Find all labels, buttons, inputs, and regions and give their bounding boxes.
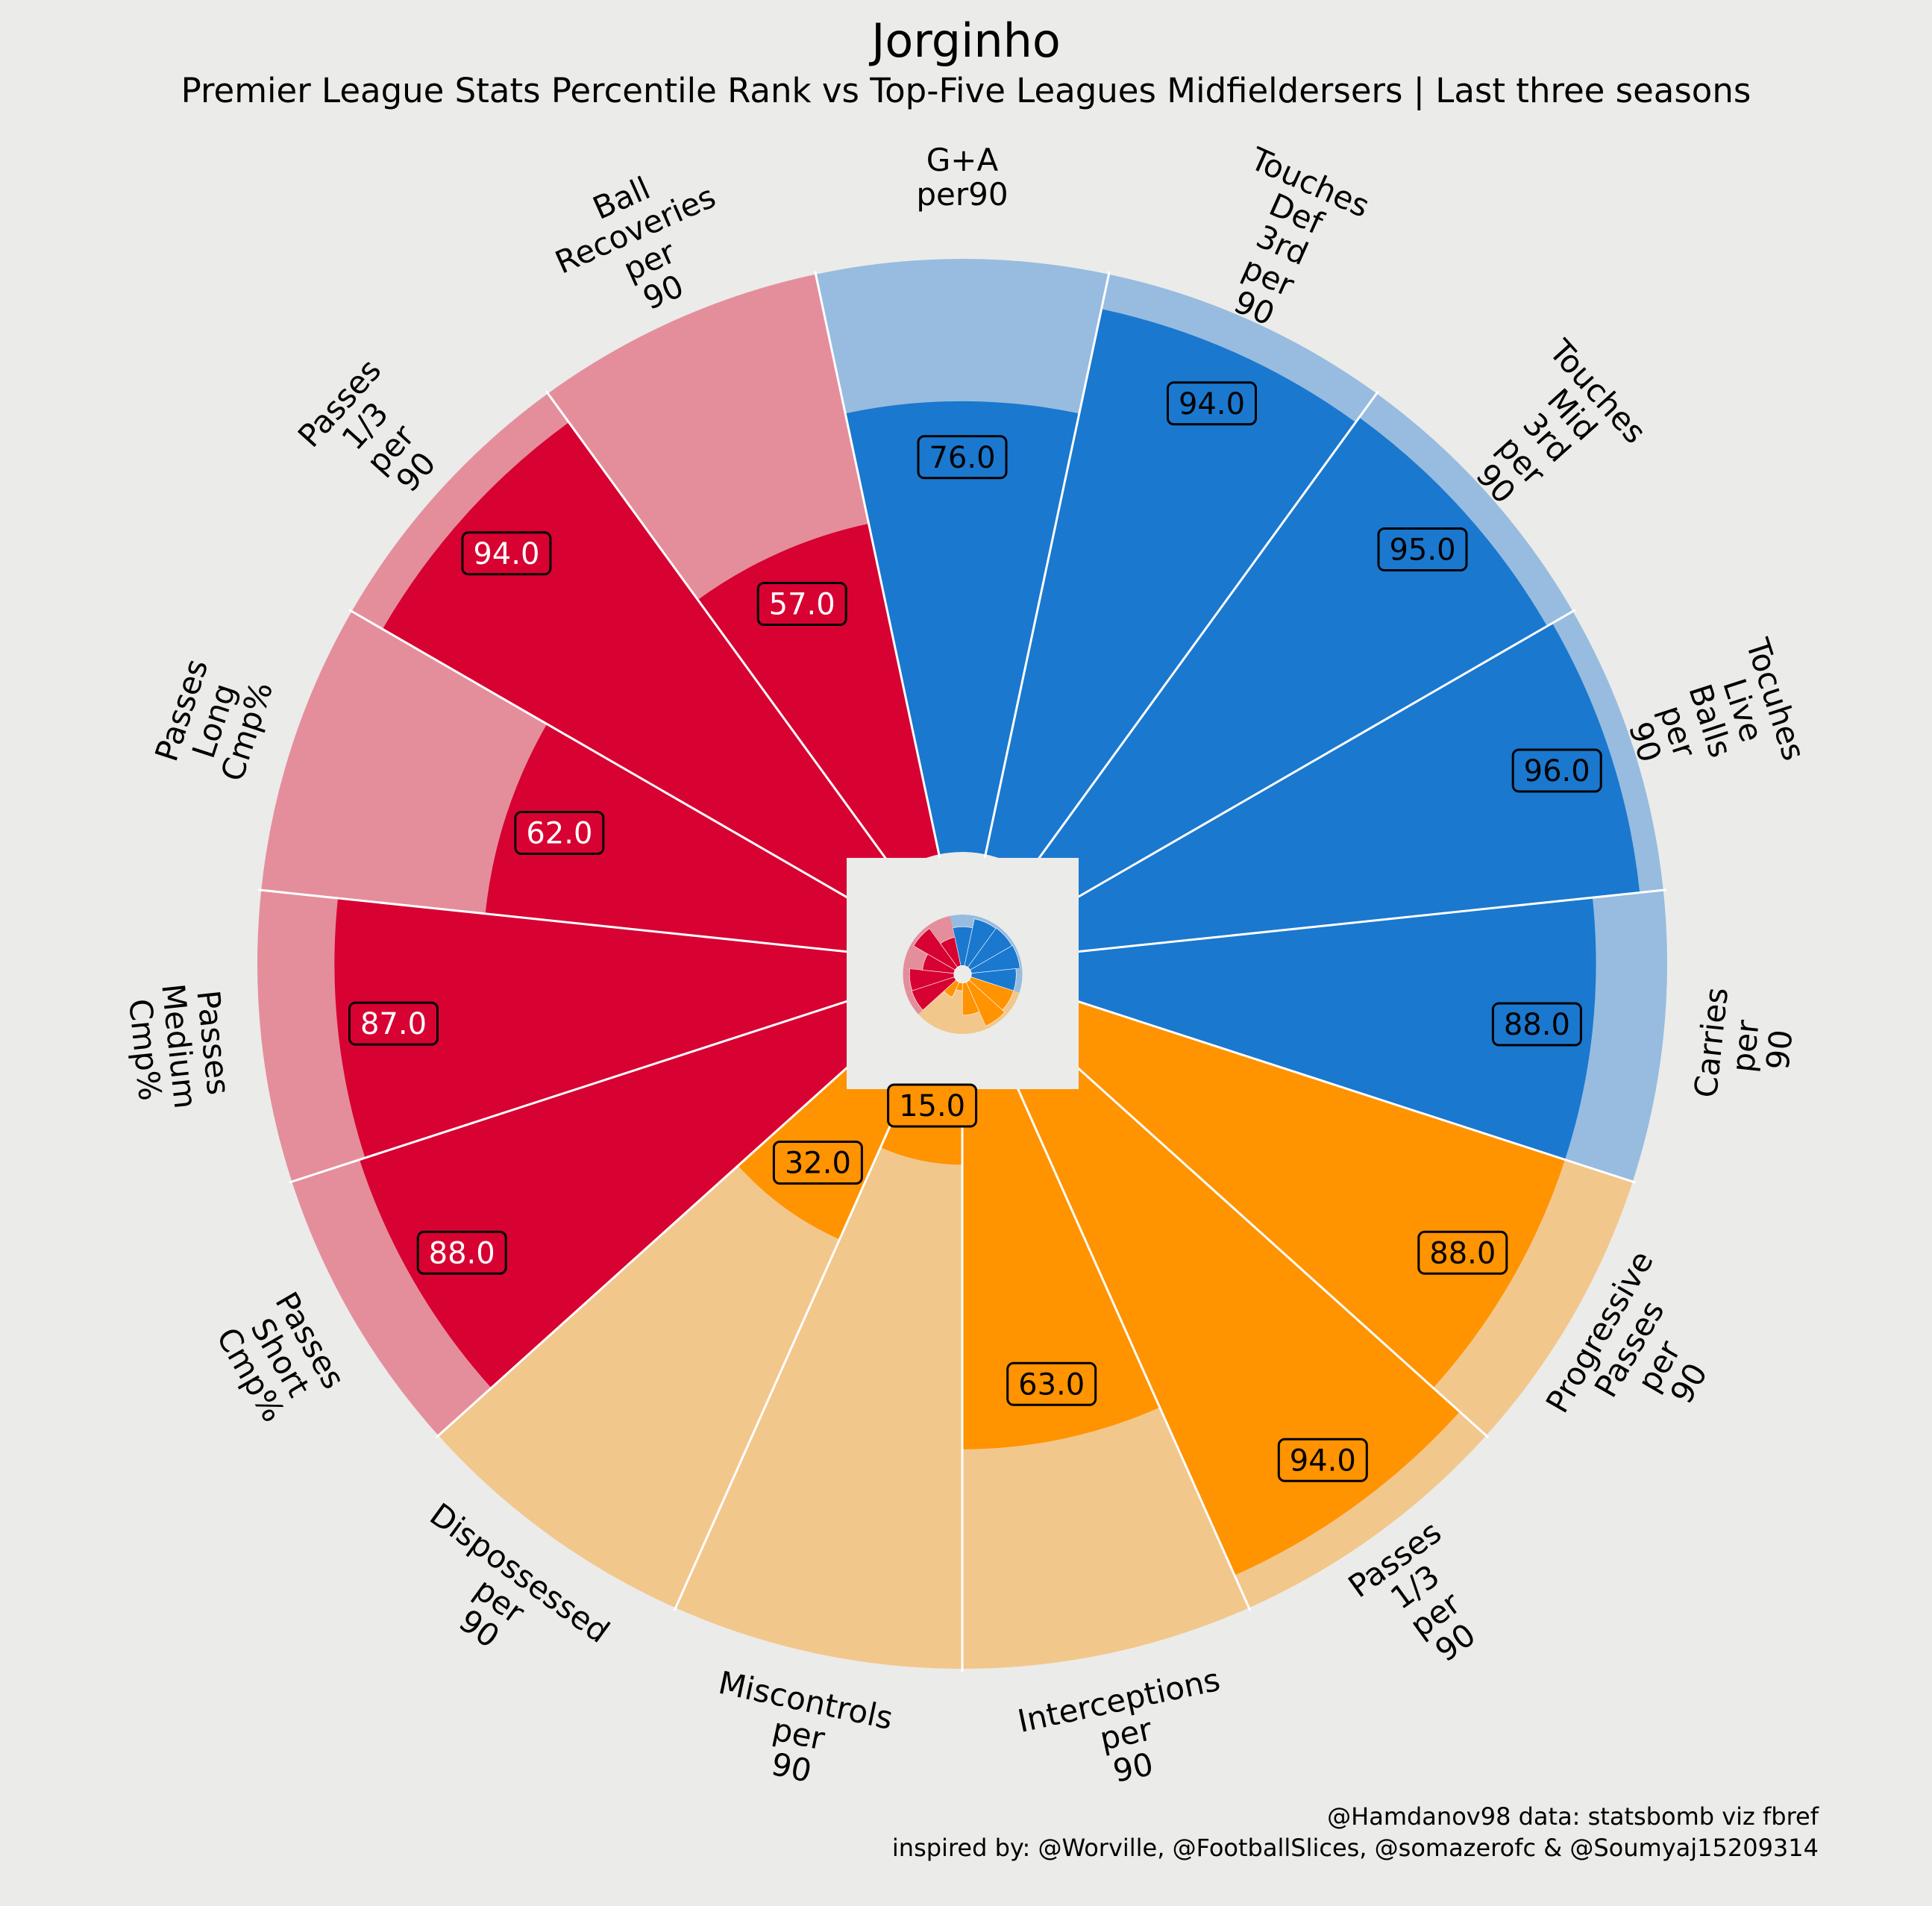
parameter-label: PassesShortCmp% xyxy=(209,1286,352,1429)
center-thumbnail xyxy=(847,858,1079,1089)
value-badge: 94.0 xyxy=(461,531,552,576)
wedge-separators xyxy=(258,271,1666,1672)
value-badge-box xyxy=(1167,381,1257,426)
parameter-label-line: per xyxy=(1725,1018,1766,1073)
parameter-label: G+A per90 xyxy=(916,142,1008,213)
value-badge: 62.0 xyxy=(514,811,605,855)
value-badge-text: 57.0 xyxy=(769,588,835,622)
thumbnail-value-wedge xyxy=(940,936,962,968)
parameter-label-line: 90 xyxy=(1110,1746,1156,1790)
wedge-separator xyxy=(1054,992,1637,1184)
value-badge-text: 94.0 xyxy=(1290,1443,1356,1478)
value-badge-box xyxy=(1511,748,1602,793)
value-badge: 15.0 xyxy=(887,1083,978,1128)
value-wedge xyxy=(334,898,856,1159)
parameter-label: Interceptionsper90 xyxy=(1014,1661,1238,1807)
value-badge-text: 63.0 xyxy=(1018,1367,1085,1402)
value-badge: 94.0 xyxy=(1277,1438,1368,1482)
parameter-label-line: G+A xyxy=(926,142,999,178)
value-wedge xyxy=(1068,897,1596,1160)
value-badge-box xyxy=(348,1001,439,1046)
thumbnail-frame xyxy=(847,858,1079,1089)
value-badge-box xyxy=(772,1141,863,1185)
parameter-label: Miscontrolsper90 xyxy=(701,1664,896,1804)
wedge-separator xyxy=(1058,888,1666,955)
credit-line-1: @Hamdanov98 data: statsbomb viz fbref xyxy=(1327,1802,1819,1831)
value-badge: 88.0 xyxy=(1491,1002,1582,1047)
value-badge-text: 32.0 xyxy=(785,1147,851,1181)
value-badge: 76.0 xyxy=(917,435,1008,480)
value-badge-text: 88.0 xyxy=(1429,1236,1496,1270)
value-wedge xyxy=(962,1066,1160,1449)
value-badge-text: 15.0 xyxy=(899,1089,965,1123)
wedge-separator xyxy=(1000,1052,1252,1611)
wedge-separator xyxy=(435,1027,891,1439)
value-badge: 96.0 xyxy=(1511,748,1602,793)
wedge-separator xyxy=(673,1052,924,1611)
wedge-separator xyxy=(1018,390,1380,886)
value-badge-box xyxy=(1491,1002,1582,1047)
parameter-label-line: per90 xyxy=(916,176,1008,213)
background-wedge xyxy=(675,1066,962,1669)
parameter-label-line: 90 xyxy=(1759,1028,1799,1071)
parameter-label: Carriesper90 xyxy=(1687,985,1804,1106)
value-badge: 88.0 xyxy=(416,1230,507,1275)
value-wedge xyxy=(1045,998,1565,1388)
value-wedge xyxy=(485,724,866,953)
value-badge-box xyxy=(461,531,552,576)
wedge-separator xyxy=(981,271,1111,870)
value-badge-box xyxy=(1006,1361,1097,1406)
value-badge-text: 95.0 xyxy=(1389,533,1455,568)
wedge-separator xyxy=(348,609,879,917)
wedge-separator xyxy=(1033,1027,1490,1439)
value-wedge xyxy=(845,401,1079,855)
wedge-separator xyxy=(258,888,866,955)
value-badge-text: 88.0 xyxy=(429,1236,495,1270)
value-badge-text: 94.0 xyxy=(1179,387,1245,421)
value-badge-box xyxy=(416,1230,507,1275)
parameter-label: PassesMediumCmp% xyxy=(120,978,238,1114)
value-badge-text: 94.0 xyxy=(473,537,539,571)
wedge-separator xyxy=(288,992,871,1184)
value-wedge xyxy=(1058,623,1640,953)
chart-subtitle: Premier League Stats Percentile Rank vs … xyxy=(181,71,1751,110)
parameter-label-line: 90 xyxy=(768,1746,815,1790)
thumbnail-background-wedge xyxy=(938,982,963,1034)
value-badge-text: 76.0 xyxy=(929,441,995,475)
credit-line-2: inspired by: @Worville, @FootballSlices,… xyxy=(891,1834,1819,1862)
value-badge-box xyxy=(917,435,1008,480)
value-badge-box xyxy=(1417,1230,1508,1275)
value-badge-text: 87.0 xyxy=(360,1007,427,1041)
value-badge-box xyxy=(756,582,847,626)
value-badge: 88.0 xyxy=(1417,1230,1508,1275)
value-badge: 87.0 xyxy=(348,1001,439,1046)
chart-title: Jorginho xyxy=(871,13,1061,68)
value-badge: 95.0 xyxy=(1377,527,1468,571)
value-badge-text: 96.0 xyxy=(1524,754,1590,789)
value-badge: 32.0 xyxy=(772,1141,863,1185)
value-badges: 76.0 94.0 95.0 96.0 88.0 88.0 94.0 63.0 15.0 32.0… xyxy=(348,381,1602,1482)
wedge-separator xyxy=(545,390,906,886)
wedge-separator xyxy=(814,271,944,870)
value-badge: 57.0 xyxy=(756,582,847,626)
value-badge: 63.0 xyxy=(1006,1361,1097,1406)
value-badge-box xyxy=(1377,527,1468,571)
wedge-separator xyxy=(1045,609,1576,917)
value-wedge xyxy=(985,309,1356,874)
value-badge-box xyxy=(514,811,605,855)
value-badge-box xyxy=(1277,1438,1368,1482)
parameter-label: PassesLongCmp% xyxy=(148,654,280,786)
value-badge-text: 62.0 xyxy=(526,817,592,851)
value-badge-box xyxy=(887,1083,978,1128)
value-wedge xyxy=(360,998,879,1388)
value-badge-text: 88.0 xyxy=(1504,1008,1570,1042)
value-badge: 94.0 xyxy=(1167,381,1257,426)
